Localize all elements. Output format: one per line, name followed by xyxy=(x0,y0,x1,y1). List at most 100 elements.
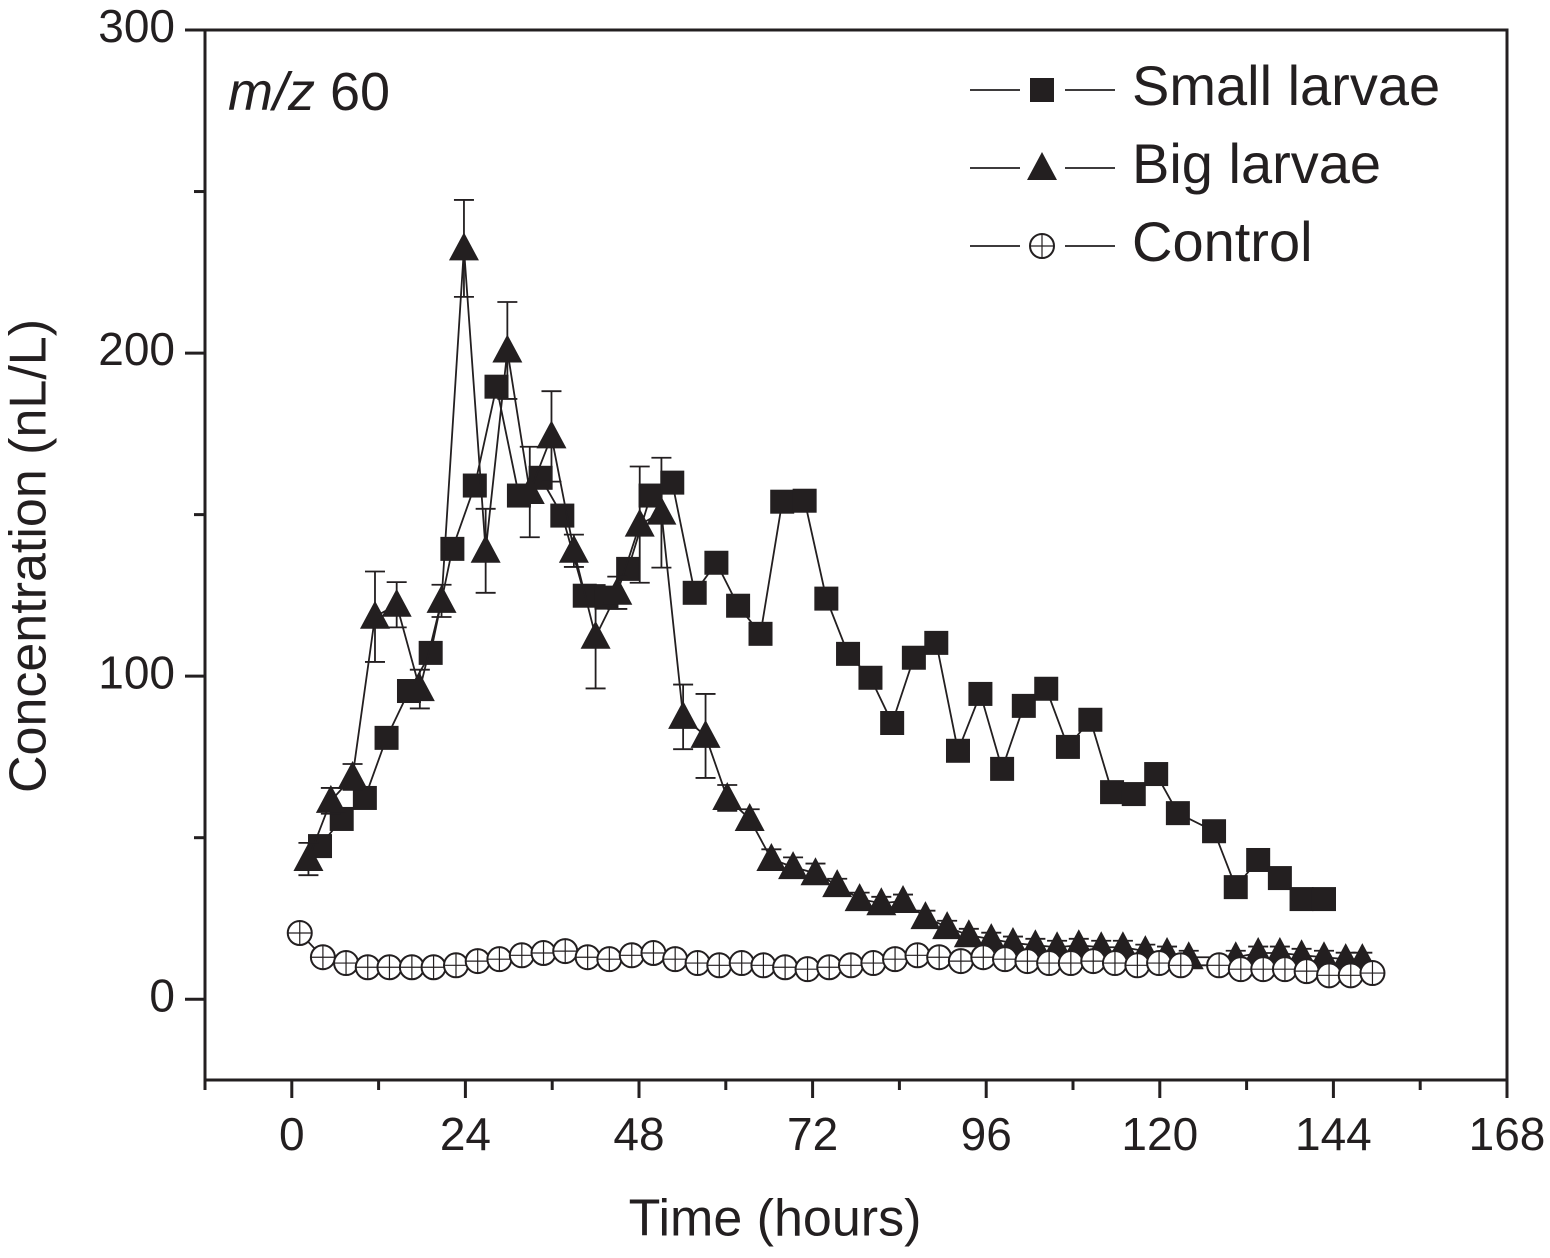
y-tick-label: 0 xyxy=(149,969,175,1021)
data-point xyxy=(990,756,1015,781)
annotation-text: 60 xyxy=(330,62,390,122)
x-tick-label: 24 xyxy=(440,1108,491,1160)
data-point xyxy=(1078,707,1103,732)
marker-cross xyxy=(509,943,534,968)
data-point xyxy=(315,784,346,813)
data-point xyxy=(976,923,1007,952)
data-point xyxy=(858,665,883,690)
marker-cross xyxy=(1272,957,1297,982)
data-point xyxy=(968,681,993,706)
data-point xyxy=(470,534,501,563)
data-point xyxy=(866,887,897,916)
marker-cross xyxy=(399,955,424,980)
marker-cross xyxy=(377,955,402,980)
marker-cross xyxy=(663,947,688,972)
data-point xyxy=(660,470,685,495)
data-point xyxy=(712,781,743,810)
marker-cross xyxy=(685,951,710,976)
data-point xyxy=(426,584,457,613)
data-point xyxy=(374,725,399,750)
data-point xyxy=(690,719,721,748)
marker-cross xyxy=(531,941,556,966)
data-point xyxy=(932,911,963,940)
marker-cross xyxy=(971,945,996,970)
data-point xyxy=(734,802,765,831)
marker-cross xyxy=(838,953,863,978)
data-point xyxy=(550,503,575,528)
marker-cross xyxy=(948,949,973,974)
legend-label: Control xyxy=(1132,210,1313,273)
marker-cross xyxy=(861,951,886,976)
marker-cross xyxy=(619,943,644,968)
data-point xyxy=(359,600,390,629)
marker-cross xyxy=(927,945,952,970)
marker-cross xyxy=(641,941,666,966)
marker-cross xyxy=(1015,949,1040,974)
data-point xyxy=(814,586,839,611)
marker-cross xyxy=(1251,957,1276,982)
data-point xyxy=(836,641,861,666)
data-point xyxy=(293,843,324,872)
data-point xyxy=(492,334,523,363)
data-point xyxy=(1289,887,1314,912)
data-point xyxy=(770,489,795,514)
data-point xyxy=(1034,676,1059,701)
marker-cross xyxy=(993,947,1018,972)
data-point xyxy=(1011,693,1036,718)
data-point xyxy=(844,883,875,912)
data-point xyxy=(748,621,773,646)
marker-cross xyxy=(1102,951,1127,976)
x-tick-label: 168 xyxy=(1469,1108,1546,1160)
data-point xyxy=(822,869,853,898)
marker-cross xyxy=(817,955,842,980)
data-point xyxy=(1246,847,1271,872)
y-tick-label: 300 xyxy=(98,0,175,52)
marker-cross xyxy=(575,945,600,970)
data-point xyxy=(404,673,435,702)
y-tick-label: 200 xyxy=(98,323,175,375)
marker-cross xyxy=(1207,953,1232,978)
annotation: m/z 60 xyxy=(228,62,390,122)
data-point xyxy=(880,711,905,735)
marker-cross xyxy=(1147,951,1172,976)
y-axis-title: Concentration (nL/L) xyxy=(0,319,58,793)
marker-cross xyxy=(487,947,512,972)
data-point xyxy=(682,580,707,605)
data-point xyxy=(1311,887,1336,912)
x-tick-label: 120 xyxy=(1121,1108,1198,1160)
x-tick-label: 96 xyxy=(961,1108,1012,1160)
data-point xyxy=(945,738,970,763)
data-point xyxy=(1100,780,1125,805)
data-point xyxy=(1223,875,1248,900)
marker-cross xyxy=(1338,963,1363,988)
data-point xyxy=(778,851,809,880)
data-point xyxy=(1165,801,1190,826)
x-tick-label: 48 xyxy=(613,1108,664,1160)
marker-cross xyxy=(1081,949,1106,974)
legend-marker xyxy=(1030,78,1054,102)
marker-cross xyxy=(905,943,930,968)
data-point xyxy=(1267,866,1292,891)
marker-cross xyxy=(421,955,446,980)
marker-cross xyxy=(355,955,380,980)
legend-label: Small larvae xyxy=(1132,54,1440,117)
data-point xyxy=(448,232,479,261)
marker-cross xyxy=(597,947,622,972)
data-point xyxy=(337,760,368,789)
marker-cross xyxy=(729,951,754,976)
data-point xyxy=(624,508,655,537)
data-point xyxy=(704,550,729,575)
marker-cross xyxy=(310,945,335,970)
data-point xyxy=(646,496,677,525)
data-point xyxy=(1202,819,1227,844)
annotation-italic: m/z xyxy=(228,62,315,122)
marker-cross xyxy=(287,921,312,945)
data-point xyxy=(726,593,751,618)
marker-cross xyxy=(1168,953,1193,978)
data-point xyxy=(901,645,926,670)
marker-cross xyxy=(883,947,908,972)
data-point xyxy=(580,620,611,649)
data-point xyxy=(514,476,545,504)
data-point xyxy=(924,630,949,655)
